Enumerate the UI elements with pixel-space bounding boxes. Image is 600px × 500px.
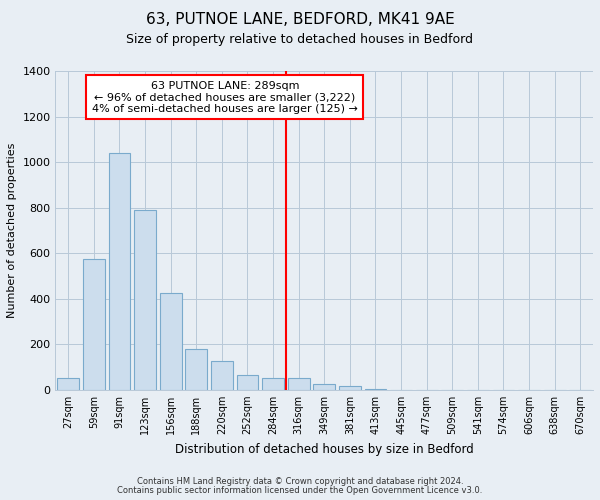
Bar bbox=[236, 375, 259, 390]
Bar bbox=[185, 349, 207, 390]
Bar bbox=[109, 153, 130, 390]
Bar bbox=[365, 388, 386, 390]
Text: Contains public sector information licensed under the Open Government Licence v3: Contains public sector information licen… bbox=[118, 486, 482, 495]
Bar bbox=[134, 210, 156, 390]
X-axis label: Distribution of detached houses by size in Bedford: Distribution of detached houses by size … bbox=[175, 442, 473, 456]
Y-axis label: Number of detached properties: Number of detached properties bbox=[7, 142, 17, 318]
Text: 63 PUTNOE LANE: 289sqm
← 96% of detached houses are smaller (3,222)
4% of semi-d: 63 PUTNOE LANE: 289sqm ← 96% of detached… bbox=[92, 80, 358, 114]
Bar bbox=[160, 293, 182, 390]
Bar bbox=[313, 384, 335, 390]
Text: Contains HM Land Registry data © Crown copyright and database right 2024.: Contains HM Land Registry data © Crown c… bbox=[137, 477, 463, 486]
Bar bbox=[262, 378, 284, 390]
Text: 63, PUTNOE LANE, BEDFORD, MK41 9AE: 63, PUTNOE LANE, BEDFORD, MK41 9AE bbox=[146, 12, 454, 28]
Bar bbox=[58, 378, 79, 390]
Bar bbox=[288, 378, 310, 390]
Bar bbox=[339, 386, 361, 390]
Text: Size of property relative to detached houses in Bedford: Size of property relative to detached ho… bbox=[127, 32, 473, 46]
Bar bbox=[83, 259, 105, 390]
Bar bbox=[211, 362, 233, 390]
